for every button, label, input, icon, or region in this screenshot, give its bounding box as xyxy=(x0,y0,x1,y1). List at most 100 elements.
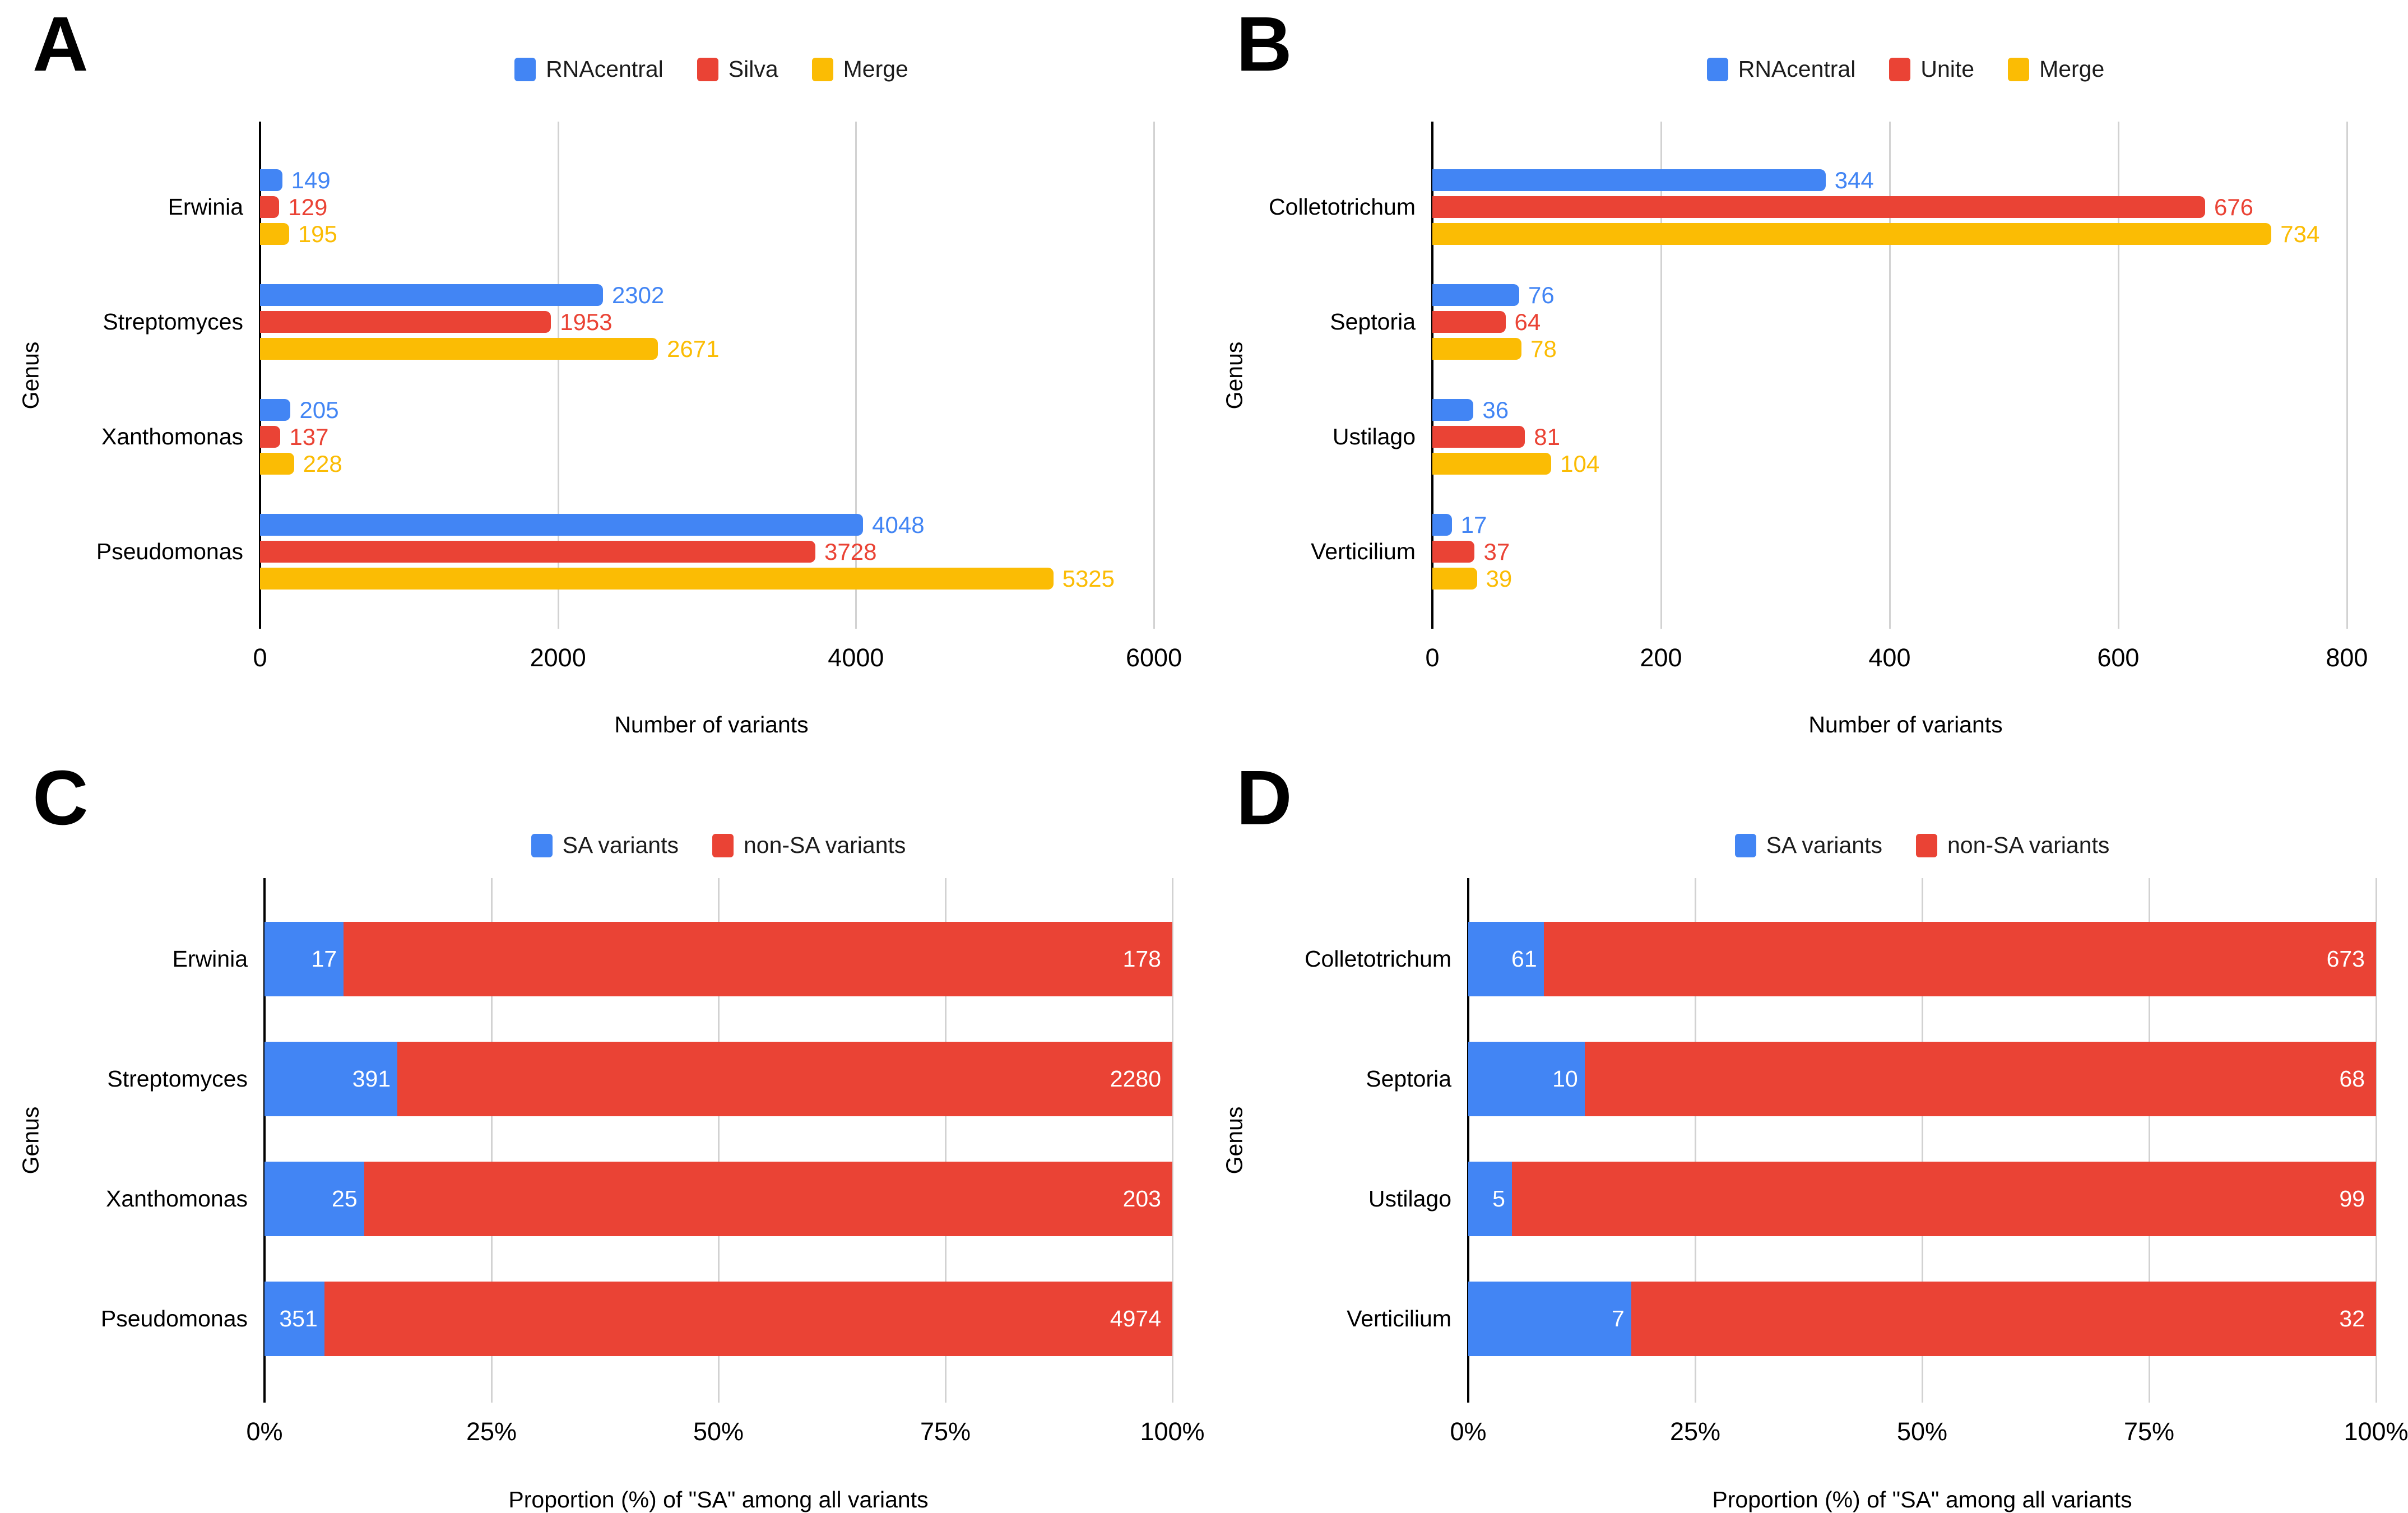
y-axis-title: Genus xyxy=(1221,341,1247,409)
bar-a-xanthomonas-merge xyxy=(260,453,294,475)
legend-label: Silva xyxy=(728,56,778,82)
bar-b-ustilago-rnacentral xyxy=(1432,399,1474,421)
value-label-pseudomonas-rnacentral: 4048 xyxy=(872,511,925,538)
x-tick-75: 75% xyxy=(2123,1417,2175,1446)
bar-b-verticilium-rnacentral xyxy=(1432,514,1452,536)
x-tick-2000: 2000 xyxy=(530,643,586,672)
segment-non-sa-variants xyxy=(1543,922,2376,996)
category-label-xanthomonas: Xanthomonas xyxy=(101,424,243,449)
legend-item-rnacentral: RNAcentral xyxy=(514,56,664,82)
bar-a-erwinia-merge xyxy=(260,223,289,245)
gridline xyxy=(855,122,857,629)
category-label-erwinia: Erwinia xyxy=(168,194,243,220)
y-axis-line xyxy=(263,878,266,1403)
gridline xyxy=(1172,878,1173,1403)
gridline xyxy=(1153,122,1156,629)
gridline xyxy=(1889,122,1891,629)
category-label-colletotrichum: Colletotrichum xyxy=(1268,194,1416,220)
value-label-erwinia-rnacentral: 149 xyxy=(291,166,331,193)
legend-swatch-icon xyxy=(1706,57,1728,81)
value-label-pseudomonas-merge: 5325 xyxy=(1062,565,1115,592)
x-tick-50: 50% xyxy=(1896,1417,1948,1446)
y-axis-line xyxy=(1431,122,1433,629)
value-label-pseudomonas-non-sa: 4974 xyxy=(1110,1306,1161,1331)
legend-swatch-icon xyxy=(514,57,536,81)
gridline xyxy=(1695,878,1696,1403)
bar-d-ustilago: 5 99 xyxy=(1468,1162,2376,1236)
segment-sa-variants xyxy=(265,922,344,996)
category-label-streptomyces: Streptomyces xyxy=(107,1066,248,1092)
bar-c-streptomyces: 391 2280 xyxy=(265,1042,1172,1116)
gridline xyxy=(1660,122,1662,629)
segment-non-sa-variants xyxy=(324,1282,1172,1356)
y-axis-line xyxy=(259,122,261,629)
gridline xyxy=(2149,878,2150,1403)
legend-item-sa-variants: SA variants xyxy=(1734,832,1882,858)
x-tick-800: 800 xyxy=(2326,643,2368,672)
x-tick-200: 200 xyxy=(1640,643,1682,672)
panel-d: D SA variants non-SA variants Colletotrichu… xyxy=(1204,754,2408,1512)
x-tick-25: 25% xyxy=(466,1417,517,1446)
bar-a-erwinia-rnacentral xyxy=(260,169,282,191)
panel-label-b: B xyxy=(1236,1,1293,87)
value-label-verticilium-merge: 39 xyxy=(1486,565,1512,592)
category-label-streptomyces: Streptomyces xyxy=(103,309,243,335)
value-label-ustilago-sa: 5 xyxy=(1492,1186,1505,1212)
bar-a-streptomyces-silva xyxy=(260,311,551,333)
y-axis-line xyxy=(1467,878,1469,1403)
value-label-ustilago-non-sa: 99 xyxy=(2339,1186,2365,1212)
value-label-colletotrichum-non-sa: 673 xyxy=(2326,946,2365,972)
value-label-verticilium-sa: 7 xyxy=(1611,1306,1625,1331)
x-tick-6000: 6000 xyxy=(1125,643,1182,672)
value-label-ustilago-rnacentral: 36 xyxy=(1482,396,1509,423)
value-label-streptomyces-silva: 1953 xyxy=(560,308,613,335)
x-tick-400: 400 xyxy=(1868,643,1911,672)
value-label-streptomyces-rnacentral: 2302 xyxy=(611,281,665,308)
value-label-verticilium-non-sa: 32 xyxy=(2339,1306,2365,1331)
legend-swatch-icon xyxy=(531,833,553,857)
bar-b-verticilium-merge xyxy=(1432,568,1477,590)
category-label-xanthomonas: Xanthomonas xyxy=(105,1186,248,1212)
bar-a-erwinia-silva xyxy=(260,196,280,218)
value-label-verticilium-unite: 37 xyxy=(1483,538,1510,565)
segment-sa-variants xyxy=(265,1282,324,1356)
category-label-septoria: Septoria xyxy=(1366,1066,1451,1092)
category-label-septoria: Septoria xyxy=(1330,309,1416,335)
legend-swatch-icon xyxy=(712,833,734,857)
legend-swatch-icon xyxy=(1889,57,1911,81)
value-label-xanthomonas-rnacentral: 205 xyxy=(299,396,339,423)
legend-label: Merge xyxy=(2039,56,2105,82)
x-tick-4000: 4000 xyxy=(828,643,884,672)
gridline xyxy=(1922,878,1923,1403)
bar-a-pseudomonas-rnacentral xyxy=(260,514,864,536)
value-label-erwinia-merge: 195 xyxy=(298,220,337,247)
panel-label-d: D xyxy=(1236,755,1293,841)
value-label-colletotrichum-sa: 61 xyxy=(1511,946,1537,972)
category-label-colletotrichum: Colletotrichum xyxy=(1304,946,1451,972)
legend-label: non-SA variants xyxy=(1947,832,2110,858)
category-label-pseudomonas: Pseudomonas xyxy=(100,1306,248,1331)
segment-non-sa-variants xyxy=(344,922,1172,996)
panel-label-c: C xyxy=(33,755,90,841)
legend-item-sa-variants: SA variants xyxy=(531,832,679,858)
bar-b-septoria-merge xyxy=(1432,338,1522,360)
value-label-ustilago-merge: 104 xyxy=(1560,450,1600,477)
segment-sa-variants xyxy=(1468,922,1544,996)
value-label-streptomyces-sa: 391 xyxy=(352,1066,391,1092)
bar-a-xanthomonas-rnacentral xyxy=(260,399,291,421)
bar-b-colletotrichum-rnacentral xyxy=(1432,169,1826,191)
segment-non-sa-variants xyxy=(397,1042,1172,1116)
gridline xyxy=(2346,122,2348,629)
y-axis-title: Genus xyxy=(17,341,44,409)
legend-item-non-sa-variants: non-SA variants xyxy=(712,832,906,858)
value-label-pseudomonas-sa: 351 xyxy=(279,1306,318,1331)
legend-swatch-icon xyxy=(1734,833,1756,857)
legend-item-merge: Merge xyxy=(811,56,908,82)
plot-area-c: Erwinia 17 178 Streptomyces 391 2280 Xanthomon… xyxy=(101,878,1205,1512)
legend-item-unite: Unite xyxy=(1889,56,1974,82)
y-axis-title: Genus xyxy=(17,1106,44,1175)
gridline xyxy=(945,878,947,1403)
bar-b-ustilago-merge xyxy=(1432,453,1552,475)
segment-sa-variants xyxy=(1468,1042,1585,1116)
value-label-septoria-non-sa: 68 xyxy=(2339,1066,2365,1092)
